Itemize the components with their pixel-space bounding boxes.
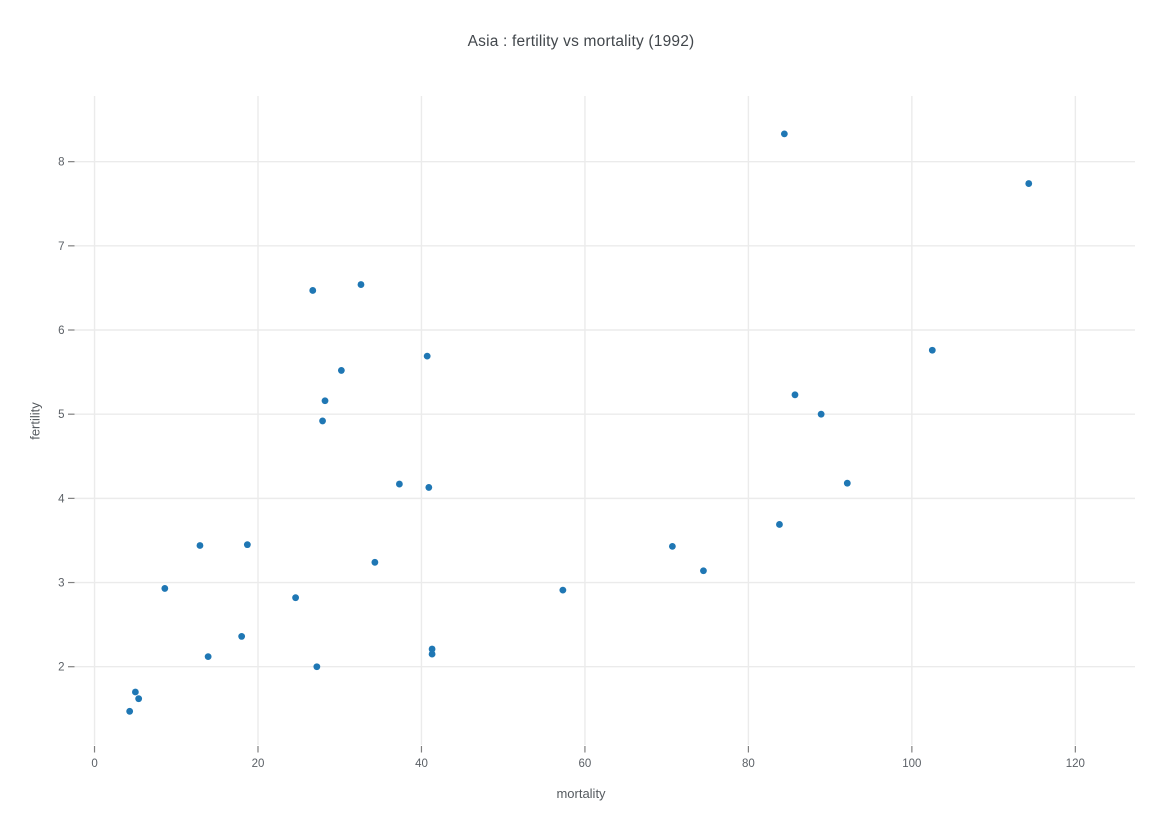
data-point[interactable] bbox=[292, 594, 299, 602]
x-tick-label: 100 bbox=[902, 758, 921, 770]
data-point[interactable] bbox=[357, 281, 365, 288]
y-tick-label: 5 bbox=[58, 409, 64, 421]
y-tick-label: 3 bbox=[58, 578, 64, 590]
data-point[interactable] bbox=[243, 541, 251, 549]
x-axis-title: mortality bbox=[556, 786, 606, 801]
x-tick-label: 20 bbox=[252, 758, 265, 770]
data-point[interactable] bbox=[668, 542, 676, 550]
chart-title: Asia : fertility vs mortality (1992) bbox=[467, 33, 695, 50]
x-tick-label: 60 bbox=[579, 758, 592, 770]
x-tick-label: 120 bbox=[1066, 758, 1085, 770]
data-point[interactable] bbox=[238, 633, 246, 640]
data-point[interactable] bbox=[425, 484, 433, 491]
x-tick-label: 80 bbox=[742, 758, 755, 770]
y-tick-label: 7 bbox=[58, 241, 64, 253]
data-point[interactable] bbox=[313, 663, 321, 671]
data-point[interactable] bbox=[780, 130, 788, 138]
y-tick-label: 2 bbox=[58, 662, 64, 674]
data-point[interactable] bbox=[196, 542, 204, 549]
data-point[interactable] bbox=[559, 586, 567, 594]
data-point[interactable] bbox=[791, 391, 799, 399]
x-tick-label: 0 bbox=[91, 758, 97, 770]
data-point[interactable] bbox=[131, 688, 139, 696]
data-point[interactable] bbox=[309, 287, 317, 294]
y-tick-label: 8 bbox=[58, 157, 64, 169]
data-point[interactable] bbox=[700, 567, 707, 575]
data-point[interactable] bbox=[319, 417, 326, 425]
data-point[interactable] bbox=[423, 352, 431, 360]
data-point[interactable] bbox=[428, 650, 436, 658]
data-point[interactable] bbox=[776, 521, 783, 528]
data-point[interactable] bbox=[161, 585, 169, 592]
y-tick-label: 6 bbox=[58, 325, 64, 337]
x-tick-label: 40 bbox=[415, 758, 428, 770]
data-point[interactable] bbox=[371, 558, 379, 566]
data-point[interactable] bbox=[204, 653, 212, 661]
data-point[interactable] bbox=[321, 397, 329, 405]
data-point[interactable] bbox=[1025, 180, 1033, 187]
y-axis-title: fertility bbox=[27, 402, 43, 440]
data-point[interactable] bbox=[126, 707, 134, 715]
y-tick-label: 4 bbox=[58, 493, 65, 505]
data-point[interactable] bbox=[337, 367, 345, 374]
data-point[interactable] bbox=[395, 480, 403, 488]
data-point[interactable] bbox=[428, 645, 436, 653]
data-point[interactable] bbox=[928, 346, 936, 354]
data-point[interactable] bbox=[817, 410, 825, 418]
data-point[interactable] bbox=[843, 479, 851, 487]
data-point[interactable] bbox=[135, 695, 143, 703]
